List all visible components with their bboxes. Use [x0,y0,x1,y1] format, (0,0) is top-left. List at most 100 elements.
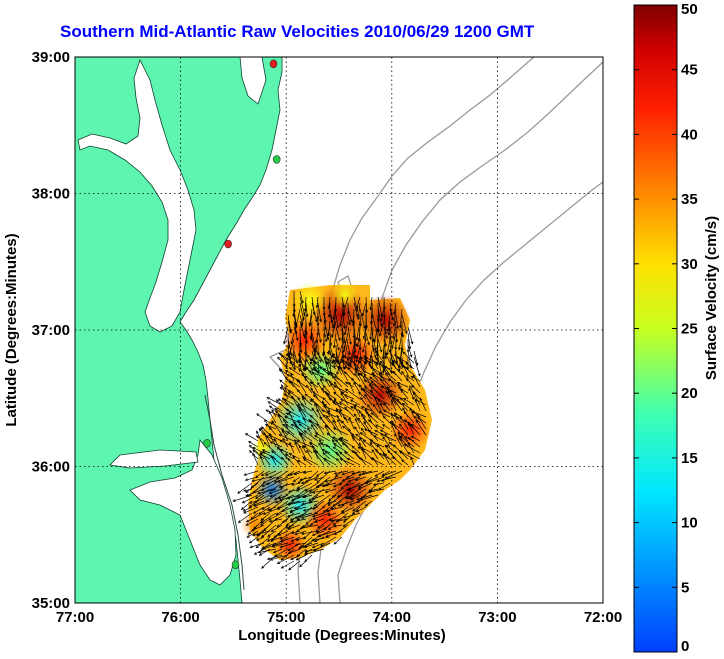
velocity-arrow [285,454,295,460]
velocity-arrow [309,314,313,327]
velocity-arrow-head [331,325,335,329]
velocity-arrow-head [358,384,362,388]
velocity-arrow [325,488,337,493]
velocity-arrow [413,350,418,366]
velocity-arrow [298,542,313,549]
velocity-arrow [332,353,343,370]
velocity-arrow-head [350,497,354,501]
velocity-arrow [341,308,346,329]
velocity-arrow [347,367,355,376]
velocity-arrow-head [344,381,348,385]
velocity-arrow [329,356,332,375]
velocity-arrow-head [359,432,363,435]
velocity-arrow-head [311,497,315,500]
velocity-arrow-head [370,386,374,390]
velocity-arrow [357,302,361,320]
velocity-arrow-head [327,410,331,414]
velocity-arrow-head [304,552,308,556]
velocity-arrow-head [339,437,343,440]
velocity-arrow-head [275,512,279,516]
velocity-arrow-head [311,407,315,411]
velocity-arrow [333,385,349,394]
velocity-arrow-head [380,318,383,323]
velocity-arrow [288,548,301,554]
velocity-arrow [274,548,289,557]
velocity-arrow [370,488,379,492]
albemarle-sound [109,449,199,469]
velocity-arrow [375,424,385,430]
velocity-arrow-head [287,390,291,394]
velocity-arrow-head [404,419,408,423]
velocity-arrow-head [292,313,296,318]
velocity-arrow-head [277,414,281,418]
velocity-arrow-head [294,516,298,519]
velocity-arrow [265,494,277,503]
velocity-arrow-head [294,441,298,445]
velocity-arrow-head [333,471,338,475]
velocity-arrow [398,332,403,350]
velocity-arrow-head [298,546,302,550]
velocity-arrow-head [266,557,271,561]
velocity-arrow [317,518,331,529]
velocity-arrow [377,296,383,317]
velocity-arrow-head [328,380,332,384]
velocity-arrow-head [369,440,374,443]
velocity-arrow [260,518,271,526]
velocity-arrow-head [248,504,252,508]
velocity-arrow [280,536,295,543]
velocity-arrow [237,482,253,494]
velocity-arrow [339,452,349,460]
velocity-arrow [365,476,385,484]
velocity-arrow-head [363,373,367,377]
velocity-arrow [377,398,385,406]
velocity-arrow-head [364,408,368,412]
velocity-arrow-head [370,388,374,393]
velocity-arrow-head [299,432,304,436]
velocity-arrow [295,542,307,546]
velocity-arrow [238,512,253,523]
velocity-arrow-head [405,377,409,381]
velocity-arrow-head [305,479,309,483]
velocity-arrow-head [326,358,330,362]
velocity-arrow [281,506,295,512]
velocity-arrow [252,530,271,536]
velocity-arrow-head [252,449,256,453]
velocity-arrow-head [336,458,339,462]
velocity-arrow [285,424,295,430]
velocity-arrow [339,367,349,382]
velocity-arrow [316,423,325,436]
velocity-arrow-head [267,401,271,405]
velocity-arrow-head [317,525,321,529]
velocity-arrow [315,524,325,532]
velocity-arrow [370,355,379,370]
velocity-arrow-head [389,342,393,346]
velocity-arrow-head [305,358,309,362]
velocity-arrow [358,392,367,400]
velocity-arrow-head [321,448,325,452]
velocity-arrow [281,560,295,569]
velocity-arrow [323,368,337,376]
velocity-arrows [232,290,427,571]
velocity-arrow-head [373,396,378,400]
velocity-arrow-head [268,426,272,431]
velocity-arrow-head [369,354,373,359]
velocity-arrow [333,427,349,436]
velocity-arrow [330,500,343,509]
velocity-arrow-head [342,346,346,350]
velocity-arrow-head [325,339,328,343]
velocity-arrow-head [291,363,295,367]
velocity-arrow-head [401,334,405,338]
y-tick-label: 36:00 [32,459,70,476]
velocity-arrow-head [270,488,274,492]
velocity-arrow-head [321,409,325,413]
velocity-arrow-head [286,514,291,518]
velocity-arrow [314,494,331,507]
velocity-arrow-head [255,435,259,439]
velocity-arrow [342,518,355,527]
velocity-arrow-head [404,330,408,334]
y-tick-label: 37:00 [32,322,70,339]
velocity-arrow [284,416,301,424]
velocity-arrow [268,512,283,521]
velocity-arrow [404,436,415,442]
velocity-arrow [312,530,325,536]
